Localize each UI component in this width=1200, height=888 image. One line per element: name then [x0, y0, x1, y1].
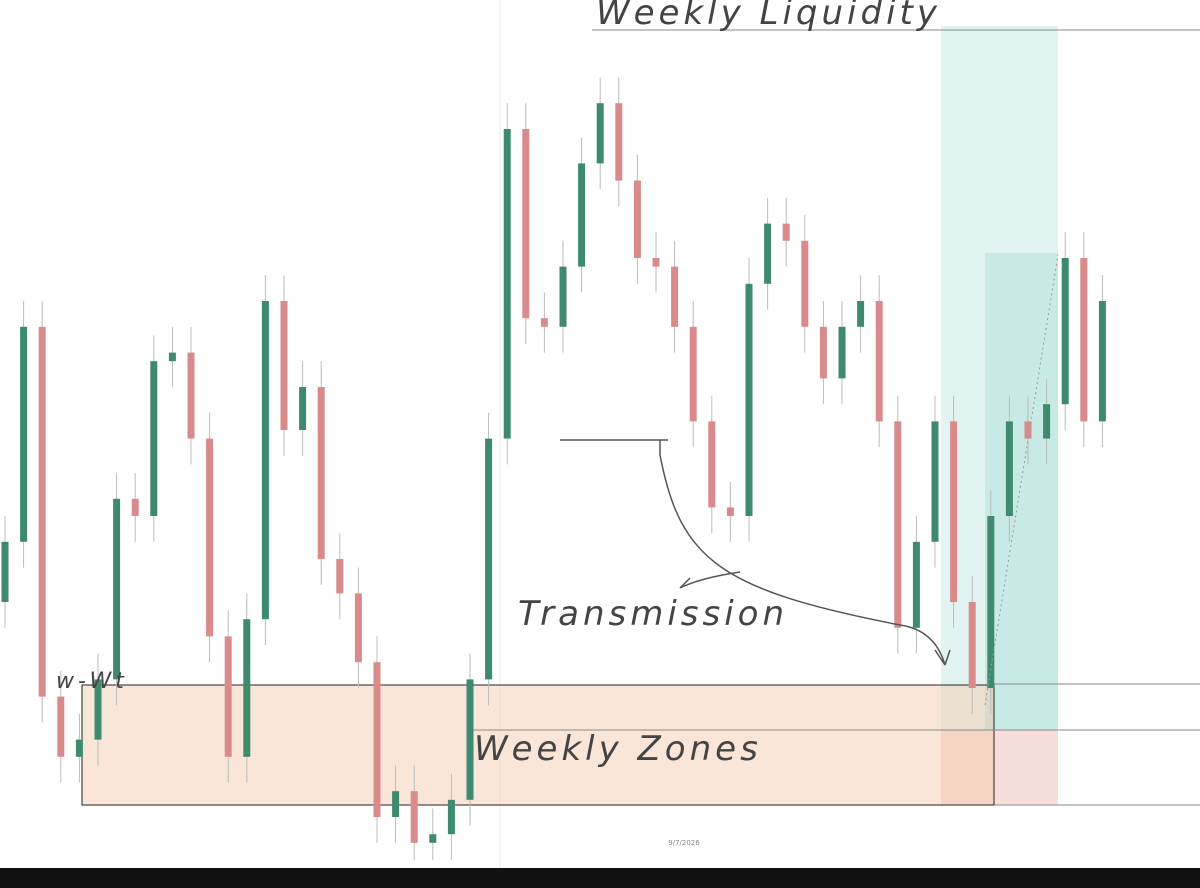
candle-body [875, 301, 883, 422]
candle-body [113, 498, 121, 680]
candle-body [652, 258, 660, 267]
candles [1, 77, 1106, 860]
candle-body [20, 326, 28, 542]
candle-body [540, 318, 548, 327]
candle-body [1061, 258, 1069, 405]
candle-body [987, 516, 995, 688]
candle-body [168, 352, 176, 362]
candle-body [857, 301, 865, 327]
annotation: Transmission [518, 594, 788, 634]
candle-body [150, 361, 158, 516]
candle-body [373, 662, 381, 817]
annotation: Weekly Zones [474, 729, 762, 769]
candle-body [485, 438, 493, 680]
date-label: 9/7/2026 [668, 839, 700, 847]
candle-body [1, 541, 9, 602]
candle-body [75, 739, 83, 757]
profit-zone [985, 253, 1058, 730]
candle-body [410, 791, 418, 843]
candle-body [782, 223, 790, 241]
candle-body [596, 103, 604, 164]
candle-body [968, 602, 976, 688]
trend-line [984, 254, 1059, 706]
candle-body [1024, 421, 1032, 439]
candle-body [801, 240, 809, 327]
annotation: w-Wt [56, 669, 128, 694]
candle-body [931, 421, 939, 542]
bottom-bar [0, 868, 1200, 888]
stop-zone [941, 730, 1058, 805]
candle-body [726, 507, 734, 516]
candle-body [950, 421, 958, 602]
candle-body [206, 438, 214, 637]
candle-body [633, 180, 641, 258]
candle-body [38, 326, 46, 697]
weekly-zone [81, 684, 995, 806]
candle-body [503, 129, 511, 439]
candle-body [131, 498, 139, 516]
candle-body [522, 129, 530, 319]
candle-body [1098, 301, 1106, 422]
candle-body [745, 283, 753, 516]
candle-body [243, 619, 251, 757]
candle-body [578, 163, 586, 267]
candle-body [447, 799, 455, 835]
candle-body [299, 387, 307, 430]
candle-body [615, 103, 623, 181]
candle-body [317, 387, 325, 559]
candle-body [94, 679, 102, 740]
candle-body [354, 593, 362, 663]
candle-body [392, 791, 400, 817]
candle-body [689, 326, 697, 422]
candle-body [224, 636, 232, 757]
candle-body [1043, 404, 1051, 439]
candle-body [1080, 258, 1088, 422]
candle-body [838, 326, 846, 379]
handwritten-arrow [560, 439, 951, 666]
candle-body [280, 301, 288, 430]
candle-body [336, 559, 344, 594]
annotation: Weekly Liquidity [596, 0, 941, 33]
candle-body [819, 326, 827, 379]
candle-body [671, 266, 679, 327]
candle-body [1005, 421, 1013, 516]
candle-body [261, 301, 269, 620]
candle-body [708, 421, 716, 508]
candle-body [559, 266, 567, 327]
candle-body [764, 223, 772, 284]
candle-body [912, 541, 920, 628]
candle-body [894, 421, 902, 628]
candle-body [429, 834, 437, 843]
candle-body [57, 696, 65, 757]
candle-body [466, 679, 474, 800]
candle-body [187, 352, 195, 439]
